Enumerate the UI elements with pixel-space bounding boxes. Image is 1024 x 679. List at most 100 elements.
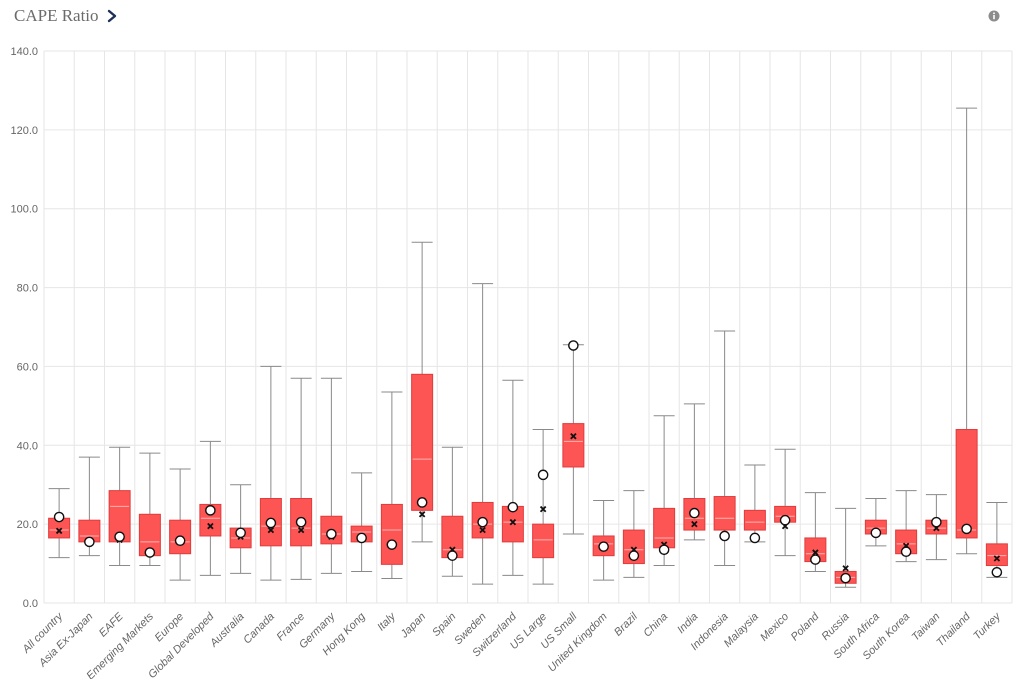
box-1 xyxy=(78,456,101,557)
box-28 xyxy=(895,490,918,563)
iqr-box xyxy=(411,373,434,511)
current-marker xyxy=(356,532,367,544)
box-27 xyxy=(864,498,887,547)
box-12 xyxy=(411,241,434,543)
current-marker xyxy=(235,527,246,539)
x-category-label: Italy xyxy=(375,610,399,634)
box-19 xyxy=(622,490,645,578)
box-3 xyxy=(138,452,161,567)
current-marker xyxy=(689,507,700,519)
current-marker xyxy=(386,539,398,550)
box-8 xyxy=(290,377,313,580)
current-marker xyxy=(568,340,579,351)
box-25 xyxy=(804,492,827,572)
y-tick-label: 40.0 xyxy=(17,440,38,452)
box-21 xyxy=(683,403,706,541)
iqr-box xyxy=(562,423,585,468)
current-marker xyxy=(870,527,882,539)
box-15 xyxy=(501,379,524,576)
current-marker xyxy=(749,532,761,544)
x-category-label: Poland xyxy=(789,610,822,643)
x-category-label: Canada xyxy=(241,611,277,647)
box-23 xyxy=(743,464,766,544)
x-category-label: Turkey xyxy=(971,610,1004,643)
box-24 xyxy=(774,448,797,557)
mean-marker xyxy=(55,527,63,535)
chart-title: CAPE Ratio xyxy=(14,6,99,25)
iqr-box xyxy=(955,429,978,539)
current-marker xyxy=(537,469,549,481)
current-marker xyxy=(900,546,912,558)
current-marker xyxy=(598,541,609,552)
x-category-label: Thailand xyxy=(934,610,973,649)
mean-marker xyxy=(842,565,849,572)
current-marker xyxy=(265,517,277,529)
mean-marker xyxy=(812,549,819,556)
box-18 xyxy=(592,499,615,581)
x-category-label: Brazil xyxy=(612,610,640,638)
y-tick-label: 20.0 xyxy=(17,519,38,531)
box-0 xyxy=(48,488,71,559)
mean-marker xyxy=(570,432,577,440)
box-2 xyxy=(108,446,131,567)
current-marker xyxy=(840,572,851,584)
iqr-box xyxy=(532,523,555,559)
box-13 xyxy=(441,446,464,577)
current-marker xyxy=(447,550,458,561)
box-4 xyxy=(169,468,192,581)
box-17 xyxy=(562,340,585,535)
box-7 xyxy=(259,365,282,581)
info-icon[interactable] xyxy=(988,10,1000,22)
box-31 xyxy=(985,501,1008,578)
box-26 xyxy=(834,507,857,588)
iqr-box xyxy=(985,543,1008,567)
box-29 xyxy=(925,494,948,561)
iqr-box xyxy=(713,496,736,531)
current-marker xyxy=(507,501,519,513)
current-marker xyxy=(810,554,821,565)
mean-marker xyxy=(691,520,698,528)
iqr-box xyxy=(199,503,222,537)
mean-marker xyxy=(418,511,426,518)
current-marker xyxy=(114,531,125,543)
current-marker xyxy=(144,547,156,558)
mean-marker xyxy=(297,526,305,534)
box-9 xyxy=(320,377,343,574)
x-category-label: Mexico xyxy=(758,611,791,644)
iqr-box xyxy=(743,509,766,531)
current-marker xyxy=(931,516,942,528)
x-category-label: Japan xyxy=(398,611,428,641)
current-marker xyxy=(477,516,488,528)
box-20 xyxy=(653,415,676,567)
x-category-label: China xyxy=(641,611,670,640)
x-category-label: Asia Ex-Japan xyxy=(36,611,95,670)
y-tick-label: 60.0 xyxy=(17,361,38,373)
current-marker xyxy=(326,528,337,540)
box-30 xyxy=(955,107,978,555)
y-tick-label: 0.0 xyxy=(23,598,38,610)
x-category-label: India xyxy=(675,611,700,636)
mean-marker xyxy=(509,518,517,526)
box-22 xyxy=(713,330,736,567)
box-5 xyxy=(199,440,222,576)
current-marker xyxy=(53,511,65,523)
current-marker xyxy=(961,523,972,535)
y-tick-label: 100.0 xyxy=(10,204,38,216)
current-marker xyxy=(174,535,186,547)
current-marker xyxy=(991,566,1003,578)
box-11 xyxy=(380,391,403,580)
current-marker xyxy=(205,505,216,516)
box-6 xyxy=(229,484,252,574)
x-category-label: Spain xyxy=(430,611,458,639)
mean-marker xyxy=(993,555,1001,562)
mean-marker xyxy=(207,522,214,530)
current-marker xyxy=(628,550,640,561)
current-marker xyxy=(416,497,428,508)
chevron-right-icon[interactable] xyxy=(106,9,118,23)
current-marker xyxy=(84,536,95,548)
mean-marker xyxy=(539,505,547,513)
y-tick-label: 120.0 xyxy=(10,125,38,137)
iqr-box xyxy=(653,507,676,549)
box-16 xyxy=(532,429,555,585)
